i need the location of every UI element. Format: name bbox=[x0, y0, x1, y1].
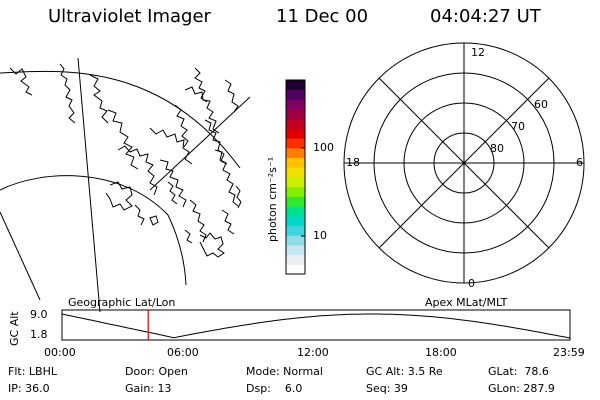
gc-alt-bottom-tick: 1.8 bbox=[30, 328, 48, 341]
geographic-label: Geographic Lat/Lon bbox=[68, 296, 176, 309]
mlt-label-18: 18 bbox=[346, 156, 360, 169]
colorbar-segment bbox=[286, 80, 305, 91]
coastline bbox=[134, 204, 145, 226]
coastline bbox=[159, 159, 187, 208]
lat-label-80: 80 bbox=[490, 142, 504, 155]
colorbar-frame bbox=[285, 79, 306, 275]
gc-alt-axis-label: GC Alt bbox=[8, 311, 21, 346]
altitude-curve bbox=[61, 313, 571, 339]
mlt-label-12: 12 bbox=[471, 46, 485, 59]
coastline bbox=[89, 74, 109, 124]
latitude-arc bbox=[0, 70, 241, 169]
coastline bbox=[204, 119, 228, 165]
glon-status: GLon: 287.9 bbox=[488, 382, 555, 395]
coastline bbox=[149, 215, 159, 226]
mlt-label-6: 6 bbox=[576, 156, 583, 169]
mlt-label-0: 0 bbox=[468, 277, 475, 290]
time-tick-0600: 06:00 bbox=[167, 346, 199, 359]
colorbar-segment bbox=[286, 196, 305, 207]
glat-status: GLat: 78.6 bbox=[488, 365, 549, 378]
time-tick-1200: 12:00 bbox=[297, 346, 329, 359]
colorbar-tick-100: 100 bbox=[313, 141, 334, 154]
meridian-line bbox=[0, 211, 41, 301]
coastline bbox=[184, 86, 220, 134]
filter-status: Flt: LBHL bbox=[8, 365, 57, 378]
colorbar-segment bbox=[286, 99, 305, 110]
lat-label-60: 60 bbox=[534, 98, 548, 111]
door-status: Door: Open bbox=[125, 365, 188, 378]
intensity-colorbar bbox=[285, 79, 306, 275]
timeline-frame bbox=[61, 309, 571, 341]
ip-status: IP: 36.0 bbox=[8, 382, 50, 395]
coastline bbox=[199, 232, 225, 258]
colorbar-segment bbox=[286, 147, 305, 159]
gc-alt-status: GC Alt: 3.5 Re bbox=[366, 365, 443, 378]
time-tick-0000: 00:00 bbox=[44, 346, 76, 359]
coastline bbox=[184, 229, 193, 244]
colorbar-segment bbox=[286, 157, 305, 168]
coastline bbox=[59, 63, 76, 124]
meridian-line bbox=[77, 57, 101, 313]
coastline bbox=[174, 104, 189, 148]
colorbar-segment bbox=[286, 254, 305, 265]
coastline bbox=[235, 185, 242, 209]
app-title: Ultraviolet Imager bbox=[48, 6, 211, 27]
orbit-altitude-timeline bbox=[61, 309, 571, 341]
polar-mlat-mlt-plot bbox=[343, 42, 585, 284]
latitude-arc bbox=[0, 175, 187, 286]
coastline bbox=[167, 181, 178, 205]
coastline bbox=[224, 79, 239, 113]
colorbar-segment bbox=[286, 235, 305, 246]
colorbar-segment bbox=[286, 177, 305, 188]
colorbar-segment bbox=[286, 118, 305, 129]
colorbar-segment bbox=[286, 215, 305, 226]
time-tick-2359: 23:59 bbox=[553, 346, 585, 359]
seq-status: Seq: 39 bbox=[366, 382, 408, 395]
gc-alt-top-tick: 9.0 bbox=[30, 308, 48, 321]
coastline bbox=[214, 149, 239, 207]
geographic-map bbox=[0, 57, 251, 313]
colorbar-segment bbox=[286, 206, 305, 217]
colorbar-segment bbox=[286, 225, 305, 236]
colorbar-segment bbox=[286, 264, 305, 275]
colorbar-segment bbox=[286, 167, 305, 178]
coastline bbox=[105, 181, 133, 211]
colorbar-segment bbox=[286, 128, 305, 139]
colorbar-segment bbox=[286, 138, 305, 149]
colorbar-segment bbox=[286, 244, 305, 256]
time-tick-1800: 18:00 bbox=[425, 346, 457, 359]
coastline bbox=[194, 67, 208, 103]
coastline bbox=[117, 145, 158, 196]
dsp-status: Dsp: 6.0 bbox=[246, 382, 303, 395]
date-readout: 11 Dec 00 bbox=[276, 6, 369, 27]
time-readout: 04:04:27 UT bbox=[430, 6, 541, 27]
mode-status: Mode: Normal bbox=[246, 365, 323, 378]
gain-status: Gain: 13 bbox=[125, 382, 172, 395]
coastline bbox=[9, 67, 33, 96]
colorbar-segment bbox=[286, 186, 305, 197]
lat-label-70: 70 bbox=[511, 120, 525, 133]
coastline bbox=[221, 209, 235, 235]
colorbar-tick-10: 10 bbox=[313, 229, 327, 242]
colorbar-segment bbox=[286, 89, 305, 100]
colorbar-segment bbox=[286, 109, 305, 120]
coastline bbox=[149, 127, 193, 165]
coastline bbox=[189, 199, 207, 243]
apex-label: Apex MLat/MLT bbox=[425, 296, 508, 309]
meridian-line bbox=[149, 96, 251, 191]
coastline bbox=[107, 109, 139, 170]
colorbar-unit-label: photon cm⁻²s⁻¹ bbox=[266, 156, 279, 242]
mlt-diagonal-line bbox=[378, 77, 550, 249]
